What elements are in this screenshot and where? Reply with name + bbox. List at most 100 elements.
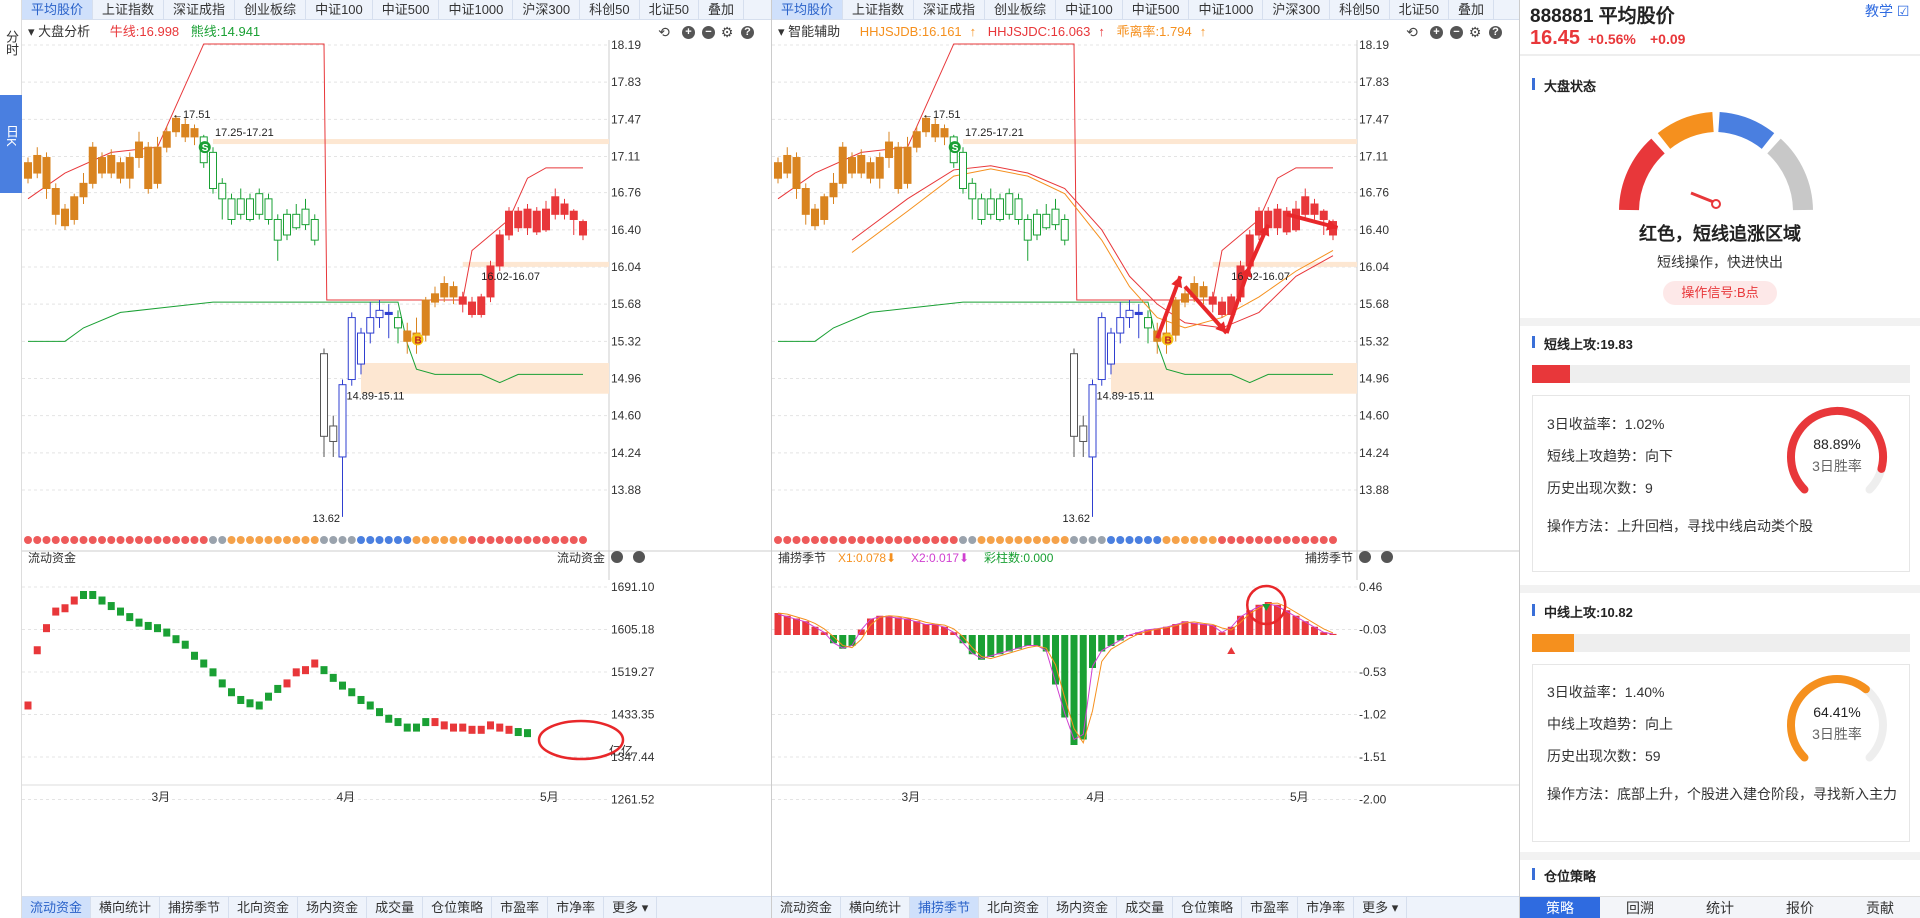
resistance-zone (462, 261, 609, 267)
index-tab-2[interactable]: 深证成指 (914, 0, 986, 19)
sub-tab-8[interactable]: 市净率 (1298, 897, 1355, 918)
sub-tab-1[interactable]: 横向统计 (91, 897, 161, 918)
sub-y-tick-label: 1519.27 (611, 665, 655, 679)
indicator-dropdown-right[interactable]: ▾ 智能辅助 (778, 24, 841, 39)
state-dot (88, 536, 97, 544)
flow-bar (172, 635, 180, 644)
state-dot (792, 536, 801, 544)
index-tab-9[interactable]: 北证50 (1390, 0, 1450, 19)
state-dot (986, 536, 995, 544)
sub-tab-2[interactable]: 捕捞季节 (160, 897, 230, 918)
index-tab-8[interactable]: 科创50 (1330, 0, 1390, 19)
index-tab-0[interactable]: 平均股价 (22, 0, 94, 19)
sub-tab-6[interactable]: 仓位策略 (423, 897, 493, 918)
sub-tab-8[interactable]: 市净率 (548, 897, 605, 918)
index-tab-10[interactable]: 叠加 (1449, 0, 1495, 19)
sub-tab-2[interactable]: 捕捞季节 (910, 897, 980, 918)
settings-gear-icon[interactable]: ⚙ (720, 24, 734, 40)
sub-tab-6[interactable]: 仓位策略 (1173, 897, 1243, 918)
index-tab-6[interactable]: 中证1000 (439, 0, 514, 19)
zoom-out-icon[interactable]: − (702, 26, 715, 39)
histogram-bar (1163, 626, 1170, 635)
settings-gear-icon[interactable]: ⚙ (1468, 24, 1482, 40)
index-tab-5[interactable]: 中证500 (1123, 0, 1190, 19)
sub-tab-5[interactable]: 成交量 (1117, 897, 1174, 918)
index-tab-5[interactable]: 中证500 (373, 0, 440, 19)
flow-bar (209, 668, 217, 677)
info-tab-4[interactable]: 贡献 (1866, 900, 1894, 916)
info-tab-0[interactable]: 策略 (1520, 897, 1600, 918)
mid-progress-fill (1532, 634, 1574, 652)
sub-tab-1[interactable]: 横向统计 (841, 897, 911, 918)
state-dot (866, 536, 875, 544)
candle-body (1116, 317, 1125, 334)
state-dot (940, 536, 949, 544)
index-tab-1[interactable]: 上证指数 (93, 0, 165, 19)
index-tab-7[interactable]: 沪深300 (1263, 0, 1331, 19)
index-tab-0[interactable]: 平均股价 (772, 0, 844, 19)
histogram-bar (867, 618, 874, 635)
info-tab-1[interactable]: 回溯 (1626, 900, 1654, 916)
flow-bar (376, 708, 383, 717)
mid-progress-track (1532, 634, 1910, 652)
mid-method: 操作方法：底部上升，个股进入建仓阶段，寻找新入主力 (1547, 786, 1897, 802)
index-tab-4[interactable]: 中证100 (1056, 0, 1123, 19)
sub-tab-0[interactable]: 流动资金 (22, 897, 92, 918)
short-progress-fill (1532, 365, 1570, 383)
tab-intraday[interactable]: 分时 (4, 30, 19, 56)
histogram-bar (1107, 635, 1115, 646)
teach-link[interactable]: 教学 ☑ (1865, 3, 1910, 19)
index-tab-4[interactable]: 中证100 (306, 0, 373, 19)
index-tab-7[interactable]: 沪深300 (513, 0, 581, 19)
refresh-icon[interactable]: ⟲ (1406, 24, 1418, 40)
sub-tab-3[interactable]: 北向资金 (979, 897, 1049, 918)
flow-bar (292, 668, 300, 677)
index-tab-3[interactable]: 创业板综 (235, 0, 307, 19)
state-dot (495, 536, 504, 544)
help-icon[interactable]: ? (1489, 26, 1502, 39)
sub-tab-7[interactable]: 市盈率 (1242, 897, 1299, 918)
sub-tab-5[interactable]: 成交量 (367, 897, 424, 918)
histogram-bar (1329, 633, 1337, 635)
info-tab-3[interactable]: 报价 (1786, 900, 1814, 916)
sub-tab-9[interactable]: 更多 ▾ (604, 897, 658, 918)
sub-tab-4[interactable]: 场内资金 (1048, 897, 1118, 918)
short-count: 历史出现次数：9 (1547, 480, 1653, 496)
candle-body (551, 196, 560, 215)
short-return: 3日收益率：1.02% (1547, 416, 1665, 432)
zone-label: 14.89-15.11 (347, 391, 405, 403)
candlestick-chart-left[interactable]: 18.19 17.83 17.47 17.11 16.76 16.40 16.04 15.68… (22, 40, 772, 896)
sub-tab-7[interactable]: 市盈率 (492, 897, 549, 918)
candle-body (227, 198, 236, 220)
histogram-bar (996, 635, 1004, 655)
index-tab-6[interactable]: 中证1000 (1189, 0, 1264, 19)
y-tick-label: 16.40 (611, 223, 641, 237)
candle-body (903, 146, 912, 184)
tab-daily-k[interactable]: 日K (0, 95, 22, 193)
help-icon[interactable]: ? (741, 26, 754, 39)
index-tab-9[interactable]: 北证50 (640, 0, 700, 19)
sub-tab-3[interactable]: 北向资金 (229, 897, 299, 918)
flow-bar (61, 604, 69, 613)
sub-tab-4[interactable]: 场内资金 (298, 897, 368, 918)
candle-body (190, 128, 199, 138)
info-tab-2[interactable]: 统计 (1706, 900, 1734, 916)
indicator-dropdown[interactable]: ▾ 大盘分析 (28, 24, 91, 39)
index-tab-2[interactable]: 深证成指 (164, 0, 236, 19)
zoom-in-icon[interactable]: + (682, 26, 695, 39)
candlestick-chart-right[interactable]: 18.19 17.83 17.47 17.11 16.76 16.40 16.04 15.68… (772, 40, 1520, 896)
candle-body (486, 265, 495, 298)
refresh-icon[interactable]: ⟲ (658, 24, 670, 40)
flow-bar (514, 728, 522, 737)
zoom-out-icon[interactable]: − (1450, 26, 1463, 39)
index-tab-8[interactable]: 科创50 (580, 0, 640, 19)
index-tab-3[interactable]: 创业板综 (985, 0, 1057, 19)
y-tick-label: 14.60 (1359, 409, 1389, 423)
sub-indicator-tabs-right: 流动资金 横向统计 捕捞季节 北向资金 场内资金 成交量 仓位策略 市盈率 市净率 更多 ▾ (772, 896, 1519, 918)
zoom-in-icon[interactable]: + (1430, 26, 1443, 39)
candle-body (162, 131, 171, 148)
index-tab-1[interactable]: 上证指数 (843, 0, 915, 19)
sub-tab-9[interactable]: 更多 ▾ (1354, 897, 1408, 918)
index-tab-10[interactable]: 叠加 (699, 0, 745, 19)
sub-tab-0[interactable]: 流动资金 (772, 897, 842, 918)
